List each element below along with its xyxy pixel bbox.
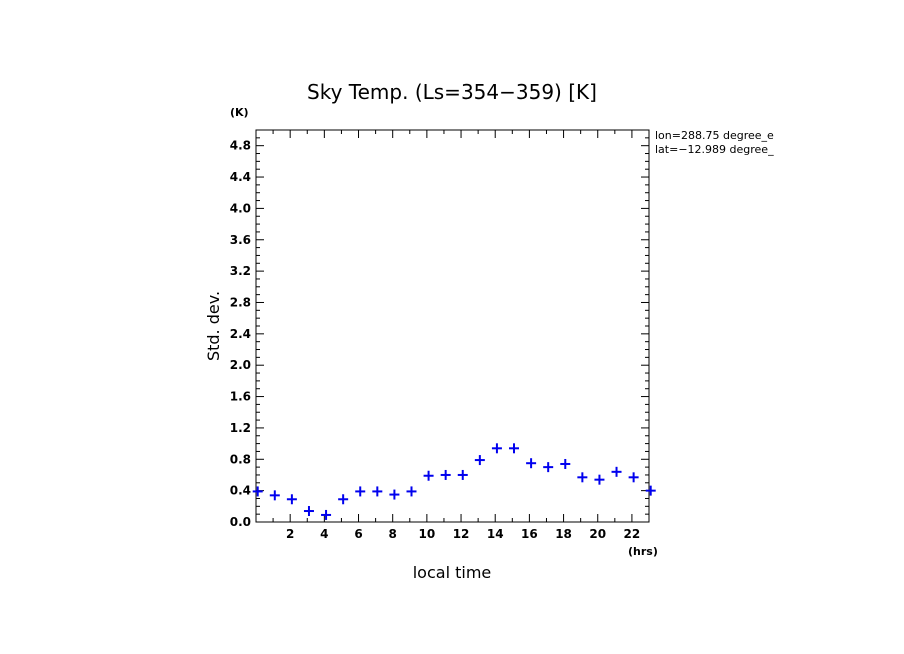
x-tick-label: 6 xyxy=(354,527,362,541)
data-point xyxy=(303,506,314,517)
data-point xyxy=(355,486,366,497)
y-tick-label: 1.2 xyxy=(230,421,251,435)
y-axis-label: Std. dev. xyxy=(204,291,223,361)
x-tick-label: 8 xyxy=(389,527,397,541)
data-point xyxy=(628,472,639,483)
data-point xyxy=(440,469,451,480)
data-point xyxy=(594,474,605,485)
data-point xyxy=(321,509,332,520)
chart-title: Sky Temp. (Ls=354−359) [K] xyxy=(307,80,597,104)
data-point xyxy=(560,458,571,469)
x-tick-label: 4 xyxy=(320,527,328,541)
data-point xyxy=(526,458,537,469)
x-unit-label: (hrs) xyxy=(628,545,658,558)
tick-labels: 2 4 6 8 10 12 14 16 18 20 22 0.0 0.4 0.8 1.2 1.6 2.0 2.4 2… xyxy=(230,139,641,541)
data-point xyxy=(338,494,349,505)
y-tick-label: 2.4 xyxy=(230,327,251,341)
data-point xyxy=(543,462,554,473)
x-tick-label: 2 xyxy=(286,527,294,541)
data-points xyxy=(252,443,656,520)
data-point xyxy=(389,489,400,500)
x-tick-label: 16 xyxy=(521,527,538,541)
y-tick-label: 4.8 xyxy=(230,139,251,153)
x-tick-label: 20 xyxy=(589,527,606,541)
data-point xyxy=(252,486,263,497)
data-point xyxy=(645,485,656,496)
x-tick-label: 10 xyxy=(419,527,436,541)
y-tick-label: 3.2 xyxy=(230,264,251,278)
y-tick-label: 0.8 xyxy=(230,452,251,466)
data-point xyxy=(577,472,588,483)
x-tick-label: 18 xyxy=(555,527,572,541)
data-point xyxy=(423,470,434,481)
data-point xyxy=(611,466,622,477)
x-tick-label: 14 xyxy=(487,527,504,541)
x-axis-label: local time xyxy=(413,563,492,582)
y-tick-label: 0.4 xyxy=(230,484,251,498)
axis-ticks xyxy=(256,130,649,522)
data-point xyxy=(406,486,417,497)
plot-frame xyxy=(255,129,650,523)
x-tick-label: 12 xyxy=(453,527,470,541)
y-unit-label: (K) xyxy=(230,106,249,119)
y-tick-label: 2.0 xyxy=(230,358,251,372)
lat-annotation: lat=−12.989 degree_ xyxy=(655,143,774,156)
y-tick-label: 4.0 xyxy=(230,201,251,215)
y-tick-label: 1.6 xyxy=(230,390,251,404)
data-point xyxy=(474,455,485,466)
data-point xyxy=(457,469,468,480)
data-point xyxy=(491,443,502,454)
y-tick-label: 3.6 xyxy=(230,233,251,247)
data-point xyxy=(372,486,383,497)
data-point xyxy=(269,490,280,501)
lon-annotation: lon=288.75 degree_e xyxy=(655,129,774,142)
data-point xyxy=(286,494,297,505)
y-tick-label: 2.8 xyxy=(230,295,251,309)
y-tick-label: 4.4 xyxy=(230,170,251,184)
x-tick-label: 22 xyxy=(624,527,641,541)
y-tick-label: 0.0 xyxy=(230,515,251,529)
data-point xyxy=(509,443,520,454)
